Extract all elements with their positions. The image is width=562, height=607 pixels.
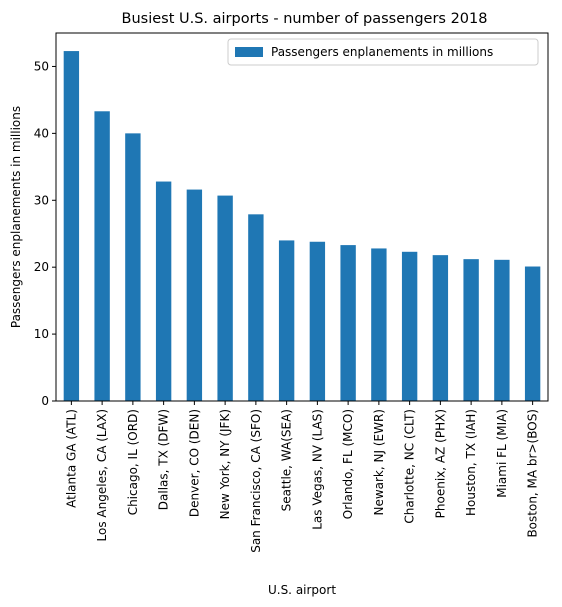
chart-title: Busiest U.S. airports - number of passen… <box>122 11 488 27</box>
y-tick-label-3: 30 <box>34 193 49 207</box>
x-tick-label-8: Las Vegas, NV (LAS) <box>310 409 324 530</box>
y-tick-label-0: 0 <box>41 394 49 408</box>
bar-4 <box>186 189 203 401</box>
y-tick-label-5: 50 <box>34 59 49 73</box>
bar-15 <box>524 266 541 401</box>
x-tick-label-6: San Francisco, CA (SFO) <box>249 409 263 553</box>
legend-box <box>227 38 539 66</box>
bar-12 <box>432 255 449 401</box>
x-tick-label-4: Denver, CO (DEN) <box>187 409 201 517</box>
bar-1 <box>94 111 110 402</box>
bar-9 <box>340 245 356 401</box>
plot-frame <box>55 32 549 402</box>
x-tick-label-10: Newark, NJ (EWR) <box>372 409 386 516</box>
x-axis-title: U.S. airport <box>268 583 336 597</box>
y-tick-label-1: 10 <box>34 327 49 341</box>
x-axis-ticks: Atlanta GA (ATL) Los Angeles, CA (LAX) Chi… <box>64 401 540 553</box>
y-tick-label-2: 20 <box>34 260 49 274</box>
legend-swatch <box>235 47 263 57</box>
bar-5 <box>217 195 233 401</box>
bar-2 <box>125 133 141 401</box>
bar-13 <box>463 259 479 401</box>
x-tick-label-5: New York, NY (JFK) <box>218 409 232 519</box>
bars-group <box>63 51 541 402</box>
x-tick-label-14: Miami FL (MIA) <box>495 409 509 498</box>
x-tick-label-1: Los Angeles, CA (LAX) <box>95 409 109 541</box>
bar-0 <box>63 51 80 401</box>
x-tick-label-9: Orlando, FL (MCO) <box>341 409 355 519</box>
bar-6 <box>248 214 264 401</box>
y-tick-label-4: 40 <box>34 126 49 140</box>
bar-11 <box>401 251 418 401</box>
x-tick-label-12: Phoenix, AZ (PHX) <box>433 409 447 518</box>
x-tick-label-0: Atlanta GA (ATL) <box>64 409 78 508</box>
y-axis-ticks: 0 10 20 30 40 50 <box>34 59 56 408</box>
bar-7 <box>278 240 295 401</box>
bar-10 <box>371 248 387 401</box>
x-tick-label-2: Chicago, IL (ORD) <box>126 409 140 515</box>
legend: Passengers enplanements in millions <box>227 38 539 66</box>
x-tick-label-11: Charlotte, NC (CLT) <box>403 409 417 524</box>
legend-label: Passengers enplanements in millions <box>271 45 493 59</box>
bar-8 <box>309 241 326 401</box>
x-tick-label-13: Houston, TX (IAH) <box>464 409 478 516</box>
x-tick-label-15: Boston, MA br>(BOS) <box>526 409 540 538</box>
y-axis-title: Passengers enplanements in millions <box>9 106 23 328</box>
x-tick-label-7: Seattle, WA(SEA) <box>280 409 294 511</box>
x-tick-label-3: Dallas, TX (DFW) <box>157 409 171 510</box>
bar-14 <box>494 259 510 401</box>
bar-3 <box>155 181 172 401</box>
